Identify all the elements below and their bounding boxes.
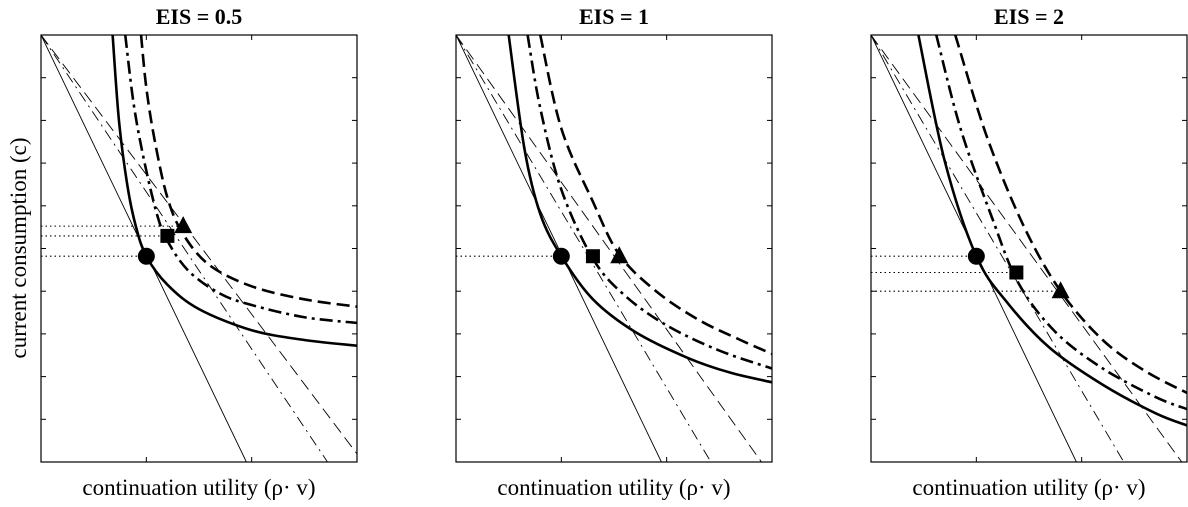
optimum-triangle-marker	[1051, 281, 1070, 299]
indifference-curve	[111, 35, 357, 347]
panel-2: EIS = 1 continuation utility (ρ· v)	[455, 4, 773, 500]
budget-line	[871, 35, 1125, 462]
x-axis-label: continuation utility (ρ· v)	[82, 475, 315, 500]
x-axis-label: continuation utility (ρ· v)	[912, 475, 1145, 500]
indifference-curve	[538, 35, 772, 356]
x-axis-label: continuation utility (ρ· v)	[497, 475, 730, 500]
panel-title: EIS = 0.5	[156, 4, 243, 29]
panel-title: EIS = 1	[579, 4, 649, 29]
axes-box	[455, 34, 773, 463]
panel-1: EIS = 0.5 continuation utility (ρ· v)	[40, 4, 358, 500]
plot-area	[871, 35, 1187, 462]
budget-line	[41, 35, 357, 455]
ticks	[41, 35, 357, 462]
optimum-circle-marker	[137, 247, 155, 265]
optimum-circle-marker	[552, 247, 570, 265]
budget-line	[41, 35, 328, 462]
indifference-curve	[526, 35, 772, 370]
optimum-triangle-marker	[174, 216, 193, 234]
plot-area	[456, 35, 772, 462]
indifference-curve	[917, 35, 1187, 427]
indifference-curve	[123, 35, 357, 325]
axes-box	[870, 34, 1188, 463]
indifference-curve	[507, 35, 772, 384]
panel-3: EIS = 2 continuation utility (ρ· v)	[870, 4, 1188, 500]
budget-line	[871, 35, 1183, 462]
optimum-circle-marker	[967, 247, 985, 265]
optimum-square-marker	[160, 228, 175, 243]
panel-title: EIS = 2	[994, 4, 1064, 29]
ticks	[871, 35, 1187, 462]
budget-line	[456, 35, 762, 462]
optimum-square-marker	[585, 249, 600, 264]
indifference-curve	[935, 35, 1187, 411]
indifference-curve	[139, 35, 357, 308]
y-axis-label: current consumption (c)	[6, 138, 31, 359]
optimum-square-marker	[1009, 265, 1024, 280]
plot-area	[41, 35, 357, 462]
budget-line	[456, 35, 712, 462]
indifference-curve	[954, 35, 1187, 395]
optimum-triangle-marker	[610, 246, 629, 264]
ticks	[456, 35, 772, 462]
axes-box	[40, 34, 358, 463]
